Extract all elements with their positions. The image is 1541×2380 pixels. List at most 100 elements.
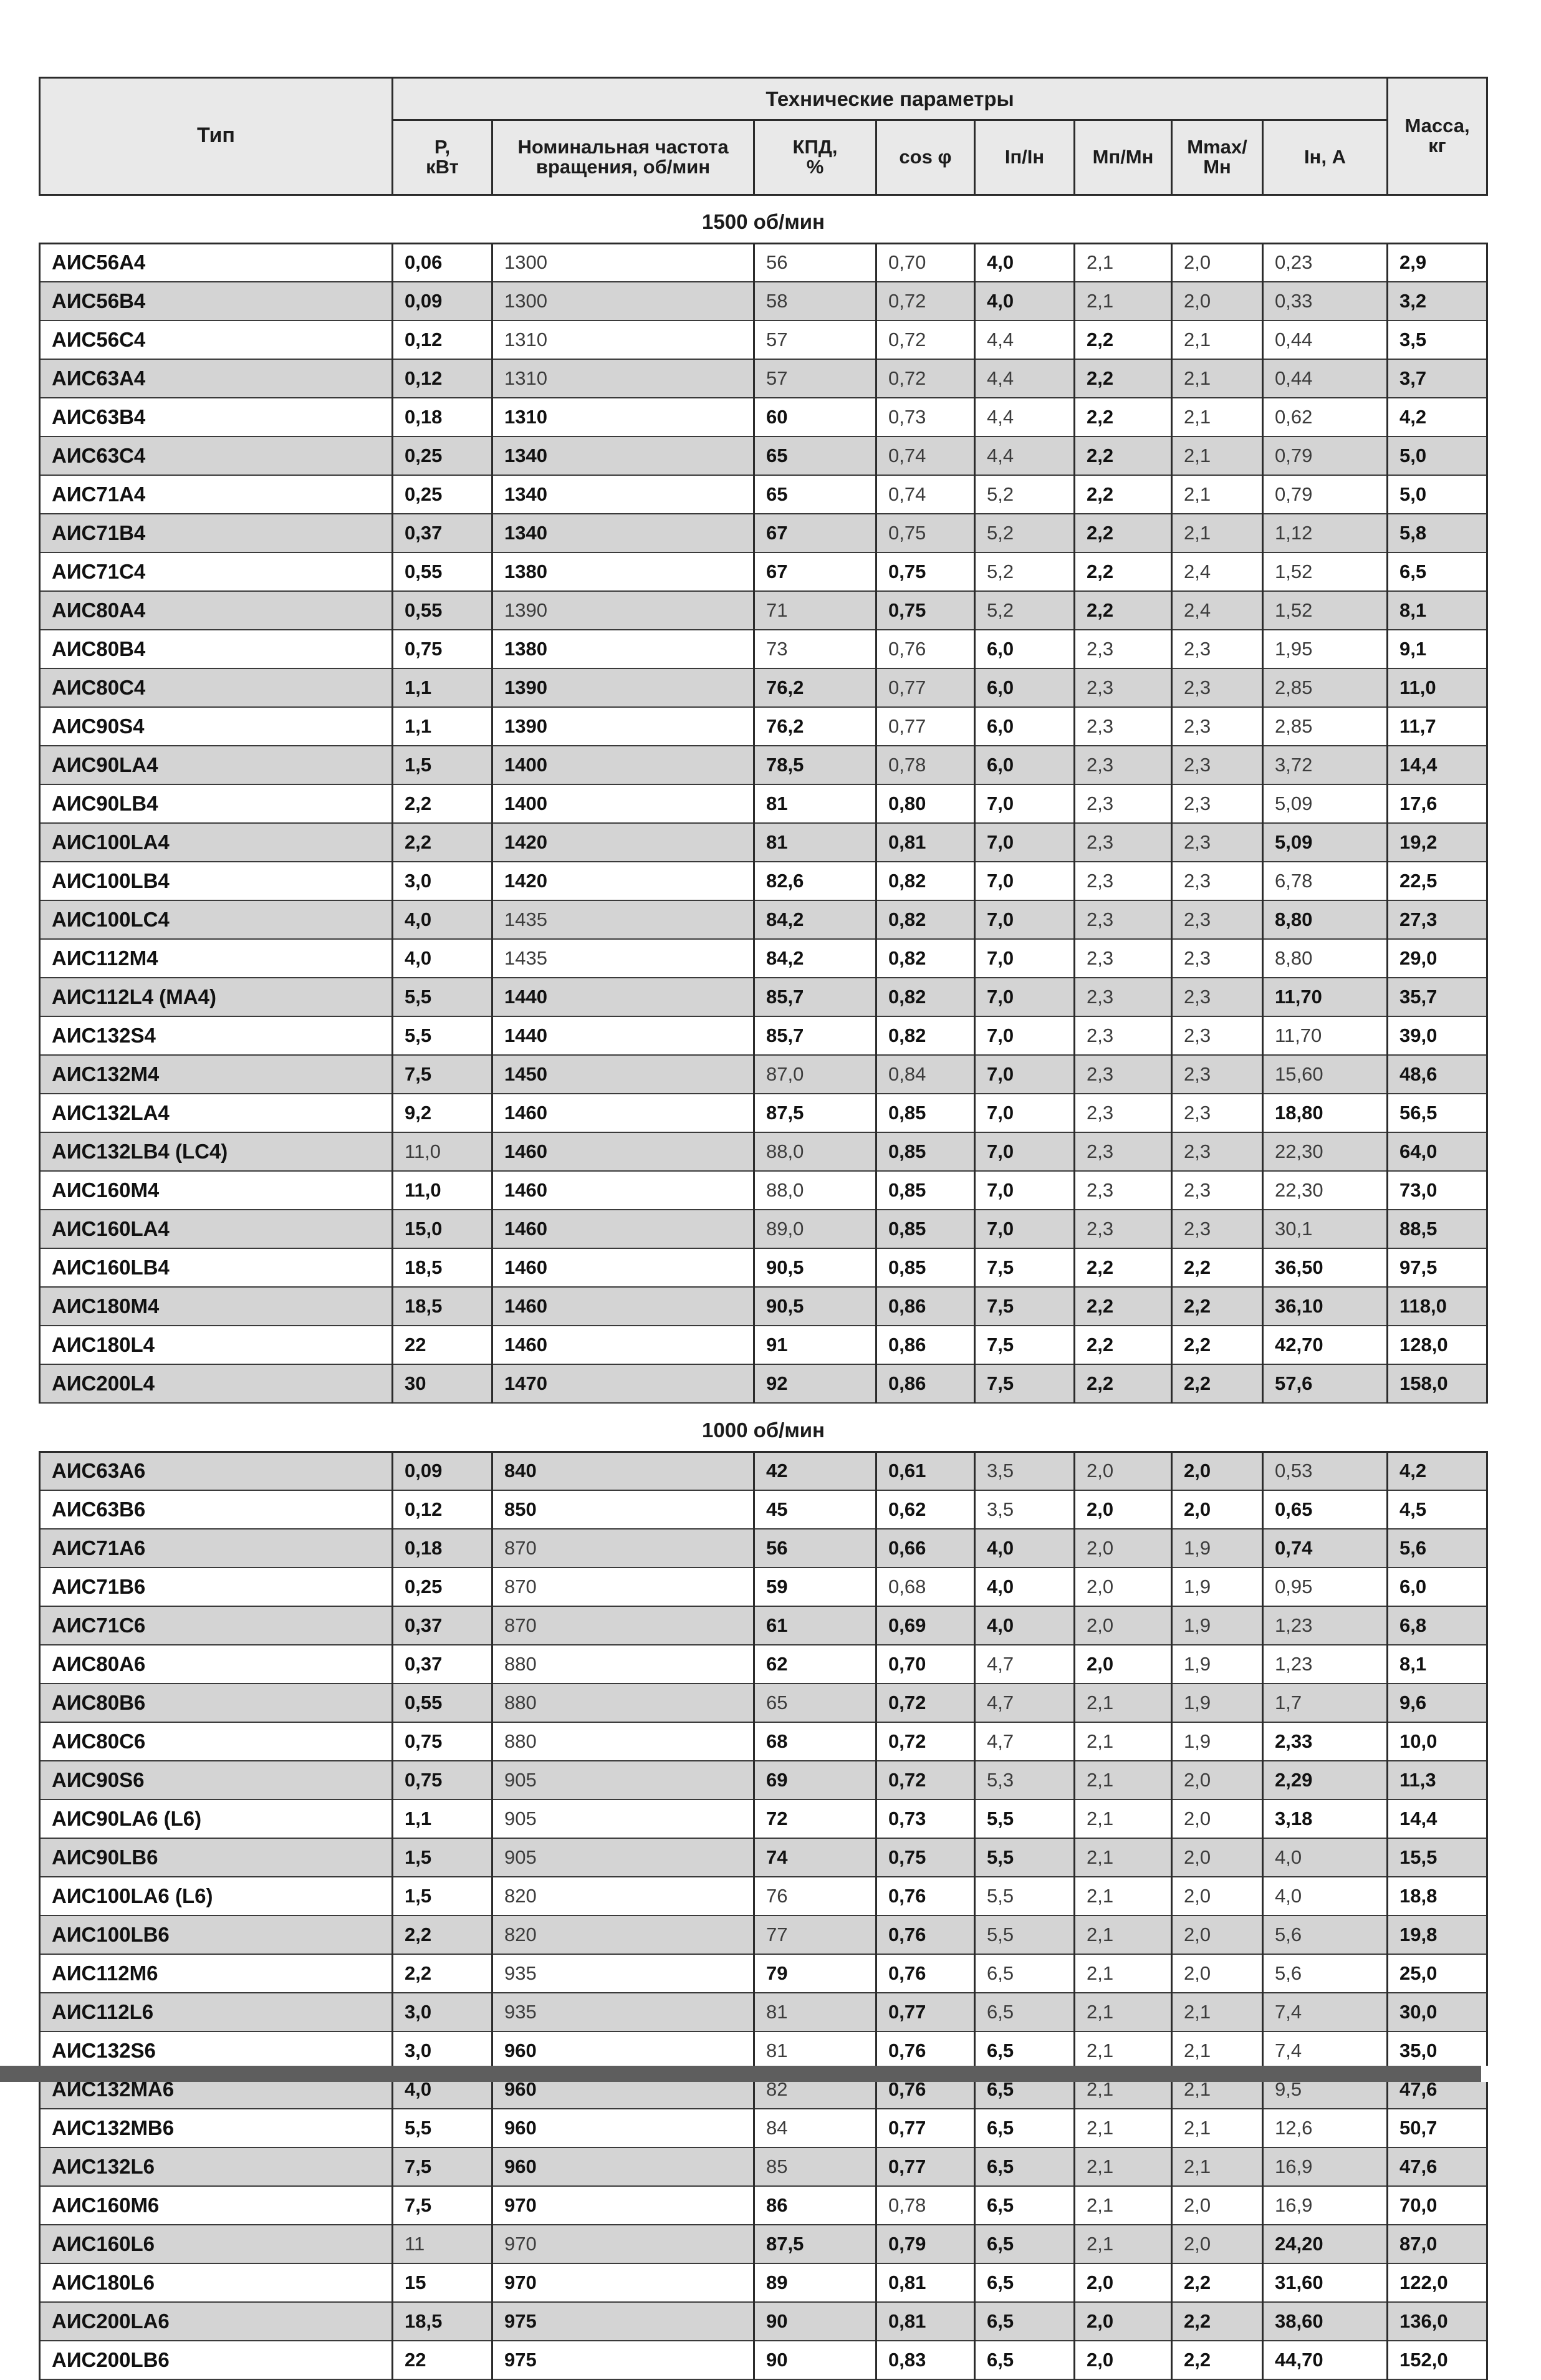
table-row: АИС200L4 30 1470 92 0,86 7,5 2,2 2,2 57,6 158,0 [39, 1364, 1489, 1404]
cell-current-ratio: 4,0 [974, 281, 1075, 322]
cell-power: 22 [391, 1325, 493, 1366]
cell-cos-phi: 0,77 [875, 2147, 976, 2187]
cell-torque-ratio: 2,2 [1073, 552, 1173, 592]
cell-efficiency: 76,2 [753, 668, 877, 708]
table-row: АИС80А4 0,55 1390 71 0,75 5,2 2,2 2,4 1,52 8,1 [39, 590, 1489, 631]
cell-speed: 1310 [491, 397, 755, 438]
cell-current-ratio: 7,0 [974, 1016, 1075, 1056]
cell-mass: 15,5 [1386, 1838, 1489, 1878]
cell-rated-current: 1,12 [1261, 513, 1389, 554]
cell-efficiency: 73 [753, 629, 877, 670]
cell-torque-ratio: 2,3 [1073, 900, 1173, 940]
cell-cos-phi: 0,74 [875, 475, 976, 515]
cell-rated-current: 31,60 [1261, 2263, 1389, 2303]
cell-power: 1,5 [391, 745, 493, 786]
cell-rated-current: 0,33 [1261, 281, 1389, 322]
cell-max-torque-ratio: 2,3 [1171, 706, 1264, 747]
table-row: АИС180М4 18,5 1460 90,5 0,86 7,5 2,2 2,2 36,10 11… [39, 1286, 1489, 1327]
cell-motor-type: АИС112L4 (МА4) [39, 977, 393, 1018]
cell-efficiency: 65 [753, 436, 877, 476]
cell-power: 3,0 [391, 1992, 493, 2033]
cell-motor-type: АИС100LA4 [39, 822, 393, 863]
cell-rated-current: 0,44 [1261, 320, 1389, 360]
cell-cos-phi: 0,81 [875, 822, 976, 863]
cell-mass: 8,1 [1386, 590, 1489, 631]
cell-power: 1,1 [391, 668, 493, 708]
cell-motor-type: АИС80А6 [39, 1644, 393, 1685]
cell-speed: 850 [491, 1490, 755, 1530]
cell-torque-ratio: 2,0 [1073, 1528, 1173, 1569]
cell-mass: 14,4 [1386, 745, 1489, 786]
cell-motor-type: АИС80В4 [39, 629, 393, 670]
cell-current-ratio: 6,0 [974, 745, 1075, 786]
cell-mass: 22,5 [1386, 861, 1489, 902]
cell-max-torque-ratio: 2,3 [1171, 784, 1264, 824]
cell-current-ratio: 6,0 [974, 668, 1075, 708]
cell-motor-type: АИС132М4 [39, 1054, 393, 1095]
cell-cos-phi: 0,75 [875, 513, 976, 554]
cell-rated-current: 4,0 [1261, 1838, 1389, 1878]
cell-cos-phi: 0,62 [875, 1490, 976, 1530]
cell-max-torque-ratio: 1,9 [1171, 1567, 1264, 1607]
cell-motor-type: АИС112М6 [39, 1954, 393, 1994]
cell-torque-ratio: 2,0 [1073, 2263, 1173, 2303]
cell-power: 0,06 [391, 243, 493, 283]
motor-specs-table-container: Тип Технические параметры Масса, кг P, к… [39, 77, 1489, 2380]
cell-rated-current: 5,6 [1261, 1954, 1389, 1994]
cell-torque-ratio: 2,1 [1073, 243, 1173, 283]
cell-current-ratio: 5,5 [974, 1876, 1075, 1917]
table-row: АИС80В4 0,75 1380 73 0,76 6,0 2,3 2,3 1,95 9,1 [39, 629, 1489, 670]
cell-current-ratio: 7,5 [974, 1325, 1075, 1366]
cell-efficiency: 77 [753, 1915, 877, 1955]
cell-mass: 9,6 [1386, 1683, 1489, 1723]
cell-speed: 820 [491, 1876, 755, 1917]
cell-torque-ratio: 2,3 [1073, 784, 1173, 824]
cell-max-torque-ratio: 1,9 [1171, 1683, 1264, 1723]
cell-mass: 11,7 [1386, 706, 1489, 747]
table-row: АИС71В4 0,37 1340 67 0,75 5,2 2,2 2,1 1,12 5,8 [39, 513, 1489, 554]
cell-max-torque-ratio: 2,1 [1171, 513, 1264, 554]
cell-current-ratio: 6,5 [974, 1954, 1075, 1994]
cell-mass: 19,8 [1386, 1915, 1489, 1955]
cell-rated-current: 1,95 [1261, 629, 1389, 670]
cell-speed: 1340 [491, 436, 755, 476]
cell-current-ratio: 7,0 [974, 1093, 1075, 1134]
cell-cos-phi: 0,86 [875, 1286, 976, 1327]
cell-power: 0,37 [391, 1644, 493, 1685]
cell-rated-current: 0,79 [1261, 475, 1389, 515]
cell-power: 0,18 [391, 1528, 493, 1569]
cell-rated-current: 42,70 [1261, 1325, 1389, 1366]
cell-mass: 97,5 [1386, 1248, 1489, 1288]
table-row: АИС100LA4 2,2 1420 81 0,81 7,0 2,3 2,3 5,09 19,2 [39, 822, 1489, 863]
cell-power: 15,0 [391, 1209, 493, 1250]
cell-efficiency: 82,6 [753, 861, 877, 902]
cell-speed: 970 [491, 2224, 755, 2265]
cell-torque-ratio: 2,3 [1073, 1016, 1173, 1056]
cell-power: 30 [391, 1364, 493, 1404]
cell-current-ratio: 4,0 [974, 1528, 1075, 1569]
table-row: АИС112М4 4,0 1435 84,2 0,82 7,0 2,3 2,3 8,80 29,0 [39, 938, 1489, 979]
cell-cos-phi: 0,79 [875, 2224, 976, 2265]
cell-max-torque-ratio: 1,9 [1171, 1722, 1264, 1762]
header-efficiency-line2: % [806, 156, 824, 178]
cell-mass: 70,0 [1386, 2185, 1489, 2226]
cell-max-torque-ratio: 2,0 [1171, 1954, 1264, 1994]
cell-cos-phi: 0,78 [875, 745, 976, 786]
cell-speed: 1440 [491, 977, 755, 1018]
cell-speed: 870 [491, 1528, 755, 1569]
cell-torque-ratio: 2,0 [1073, 1567, 1173, 1607]
cell-power: 0,09 [391, 281, 493, 322]
cell-mass: 64,0 [1386, 1132, 1489, 1172]
table-row: АИС80С4 1,1 1390 76,2 0,77 6,0 2,3 2,3 2,85 11,0 [39, 668, 1489, 708]
cell-efficiency: 42 [753, 1451, 877, 1491]
table-row: АИС63С4 0,25 1340 65 0,74 4,4 2,2 2,1 0,79 5,0 [39, 436, 1489, 476]
cell-mass: 17,6 [1386, 784, 1489, 824]
cell-motor-type: АИС90S4 [39, 706, 393, 747]
cell-torque-ratio: 2,3 [1073, 745, 1173, 786]
cell-efficiency: 86 [753, 2185, 877, 2226]
cell-cos-phi: 0,72 [875, 320, 976, 360]
cell-speed: 870 [491, 1567, 755, 1607]
cell-speed: 840 [491, 1451, 755, 1491]
cell-speed: 1440 [491, 1016, 755, 1056]
cell-cos-phi: 0,77 [875, 668, 976, 708]
